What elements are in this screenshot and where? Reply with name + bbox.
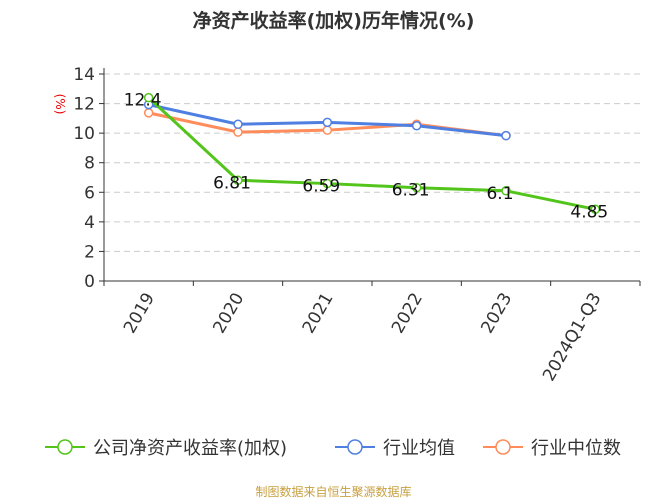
y-tick-label: 10	[73, 124, 95, 144]
x-tick-label: 2023	[477, 290, 516, 337]
data-point	[411, 182, 422, 193]
y-tick-label: 14	[73, 65, 95, 85]
data-point	[233, 127, 243, 137]
legend-label: 公司净资产收益率(加权)	[93, 438, 287, 459]
x-tick-label: 2021	[299, 290, 338, 337]
data-point	[233, 119, 243, 130]
y-tick-label: 12	[73, 95, 95, 115]
data-point	[411, 121, 422, 131]
source-note: 制图数据来自恒生聚源数据库	[255, 485, 412, 499]
y-tick-label: 4	[84, 213, 95, 233]
legend-label: 行业均值	[383, 438, 455, 459]
legend-marker	[57, 439, 73, 455]
legend-marker	[495, 439, 511, 455]
data-point	[590, 204, 601, 215]
data-label: 6.1	[486, 184, 513, 204]
data-label: 12.4	[124, 91, 162, 111]
data-point	[501, 130, 511, 141]
data-point	[501, 186, 511, 196]
y-tick-label: 2	[84, 242, 95, 262]
series-line-0	[147, 96, 596, 211]
x-tick-label: 2022	[388, 290, 427, 337]
legend-marker	[347, 439, 363, 455]
data-label: 4.85	[570, 202, 608, 222]
data-point	[322, 117, 333, 128]
y-tick-label: 8	[84, 154, 95, 174]
y-axis-label: (%)	[53, 94, 67, 115]
legend-label: 行业中位数	[531, 438, 621, 459]
data-point	[322, 125, 333, 135]
chart-title: 净资产收益率(加权)历年情况(%)	[192, 10, 475, 32]
data-point	[233, 175, 243, 186]
data-point	[322, 178, 333, 189]
y-tick-label: 0	[84, 272, 95, 292]
x-tick-label: 2024Q1-Q3	[539, 290, 606, 385]
y-tick-label: 6	[84, 183, 95, 203]
x-tick-label: 2019	[120, 290, 159, 337]
x-tick-label: 2020	[209, 290, 248, 337]
data-point	[143, 92, 154, 103]
data-label: 6.31	[392, 181, 430, 201]
data-label: 6.59	[302, 177, 340, 197]
data-label: 6.81	[213, 173, 251, 193]
